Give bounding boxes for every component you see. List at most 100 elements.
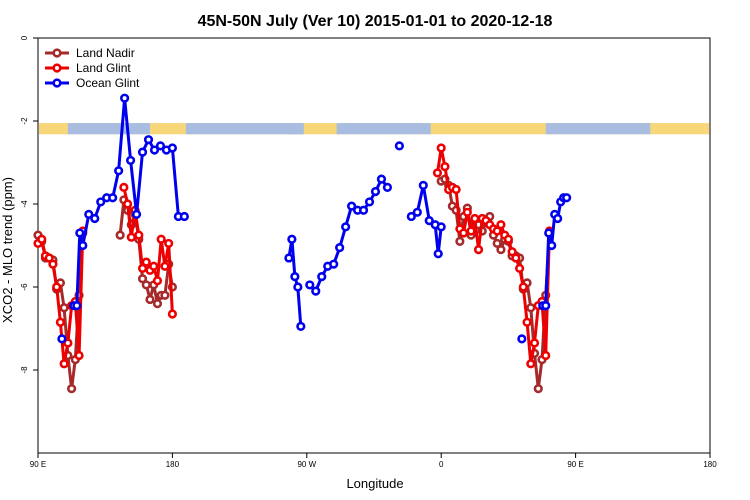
data-point (455, 236, 465, 246)
data-point (459, 228, 469, 238)
data-point (152, 276, 163, 286)
y-tick-label: -2 (20, 117, 29, 125)
data-point (492, 226, 502, 236)
data-point (74, 350, 84, 361)
series-ocean-glint (57, 93, 572, 344)
legend-label: Land Nadir (76, 46, 135, 60)
data-point (496, 245, 506, 255)
data-point (529, 338, 540, 348)
data-point (432, 168, 443, 178)
data-point (311, 286, 321, 296)
data-point (37, 234, 47, 244)
data-point (90, 213, 100, 224)
data-point (370, 186, 381, 197)
data-point (347, 201, 357, 211)
data-point (436, 143, 446, 153)
y-tick-label: -8 (20, 366, 29, 374)
chart-title: 45N-50N July (Ver 10) 2015-01-01 to 2020… (198, 13, 553, 30)
data-point (526, 359, 536, 369)
data-point (160, 290, 170, 300)
x-tick-label: 180 (703, 460, 717, 469)
x-tick-label: 90 W (297, 460, 316, 469)
data-point (59, 359, 69, 369)
data-point (115, 230, 125, 240)
data-point (335, 242, 345, 253)
data-point (57, 334, 67, 344)
data-point (52, 282, 62, 292)
data-point (541, 350, 551, 361)
data-point (59, 303, 69, 313)
data-point (48, 259, 58, 269)
data-point (137, 263, 148, 273)
data-point (143, 135, 154, 145)
data-point (66, 384, 77, 394)
data-point (72, 301, 82, 311)
data-point (119, 182, 129, 192)
data-point (179, 211, 189, 222)
data-point (287, 234, 297, 244)
data-point (424, 216, 434, 226)
data-point (433, 249, 443, 259)
data-point (382, 182, 393, 192)
data-point (406, 211, 416, 222)
data-point (149, 261, 159, 271)
data-point (125, 155, 136, 166)
axis-ticks: 90 E 180 90 W 0 90 E 180 0 -2 -4 -6 -8 (20, 35, 717, 469)
data-point (131, 209, 142, 219)
data-point (518, 282, 528, 292)
data-point (305, 280, 315, 290)
data-point (440, 162, 450, 172)
legend-marker (52, 78, 62, 88)
data-point (492, 238, 502, 249)
band-ocean (67, 123, 150, 135)
band-ocean (336, 123, 431, 135)
data-point (496, 220, 506, 230)
y-tick-label: -6 (20, 283, 29, 291)
data-point (44, 253, 54, 263)
data-point (553, 213, 563, 224)
series-layer (33, 93, 572, 394)
data-point (63, 338, 73, 348)
data-point (394, 141, 404, 151)
data-point (514, 263, 525, 273)
y-tick-label: -4 (20, 200, 29, 208)
legend-label: Ocean Glint (76, 76, 140, 90)
data-point (55, 317, 66, 327)
data-point (533, 384, 543, 394)
data-point (122, 199, 133, 209)
data-point (470, 213, 480, 224)
data-point (149, 145, 160, 155)
data-point (451, 184, 461, 195)
data-point (78, 240, 88, 251)
y-tick-label: 0 (20, 35, 29, 40)
data-point (164, 238, 174, 249)
data-point (544, 228, 554, 238)
data-point (436, 222, 446, 232)
data-point (507, 247, 517, 257)
data-point (418, 180, 428, 190)
data-point (466, 226, 476, 236)
data-point (134, 230, 144, 240)
data-point (126, 232, 136, 242)
data-point (376, 174, 387, 184)
land-mask-band (39, 123, 709, 135)
data-point (141, 257, 151, 267)
x-axis-label: Longitude (346, 476, 403, 491)
data-point (284, 253, 294, 263)
data-point (108, 193, 118, 203)
data-point (114, 166, 124, 176)
x-tick-label: 90 E (567, 460, 583, 469)
data-point (152, 299, 163, 309)
data-point (156, 234, 166, 244)
data-point (522, 317, 532, 327)
data-point (120, 93, 130, 103)
data-point (296, 321, 306, 332)
data-point (541, 301, 551, 311)
legend-marker (52, 63, 62, 73)
x-tick-label: 180 (166, 460, 180, 469)
series-land-nadir (33, 174, 555, 394)
data-point (160, 261, 170, 271)
data-point (511, 253, 521, 263)
data-point (412, 207, 422, 217)
